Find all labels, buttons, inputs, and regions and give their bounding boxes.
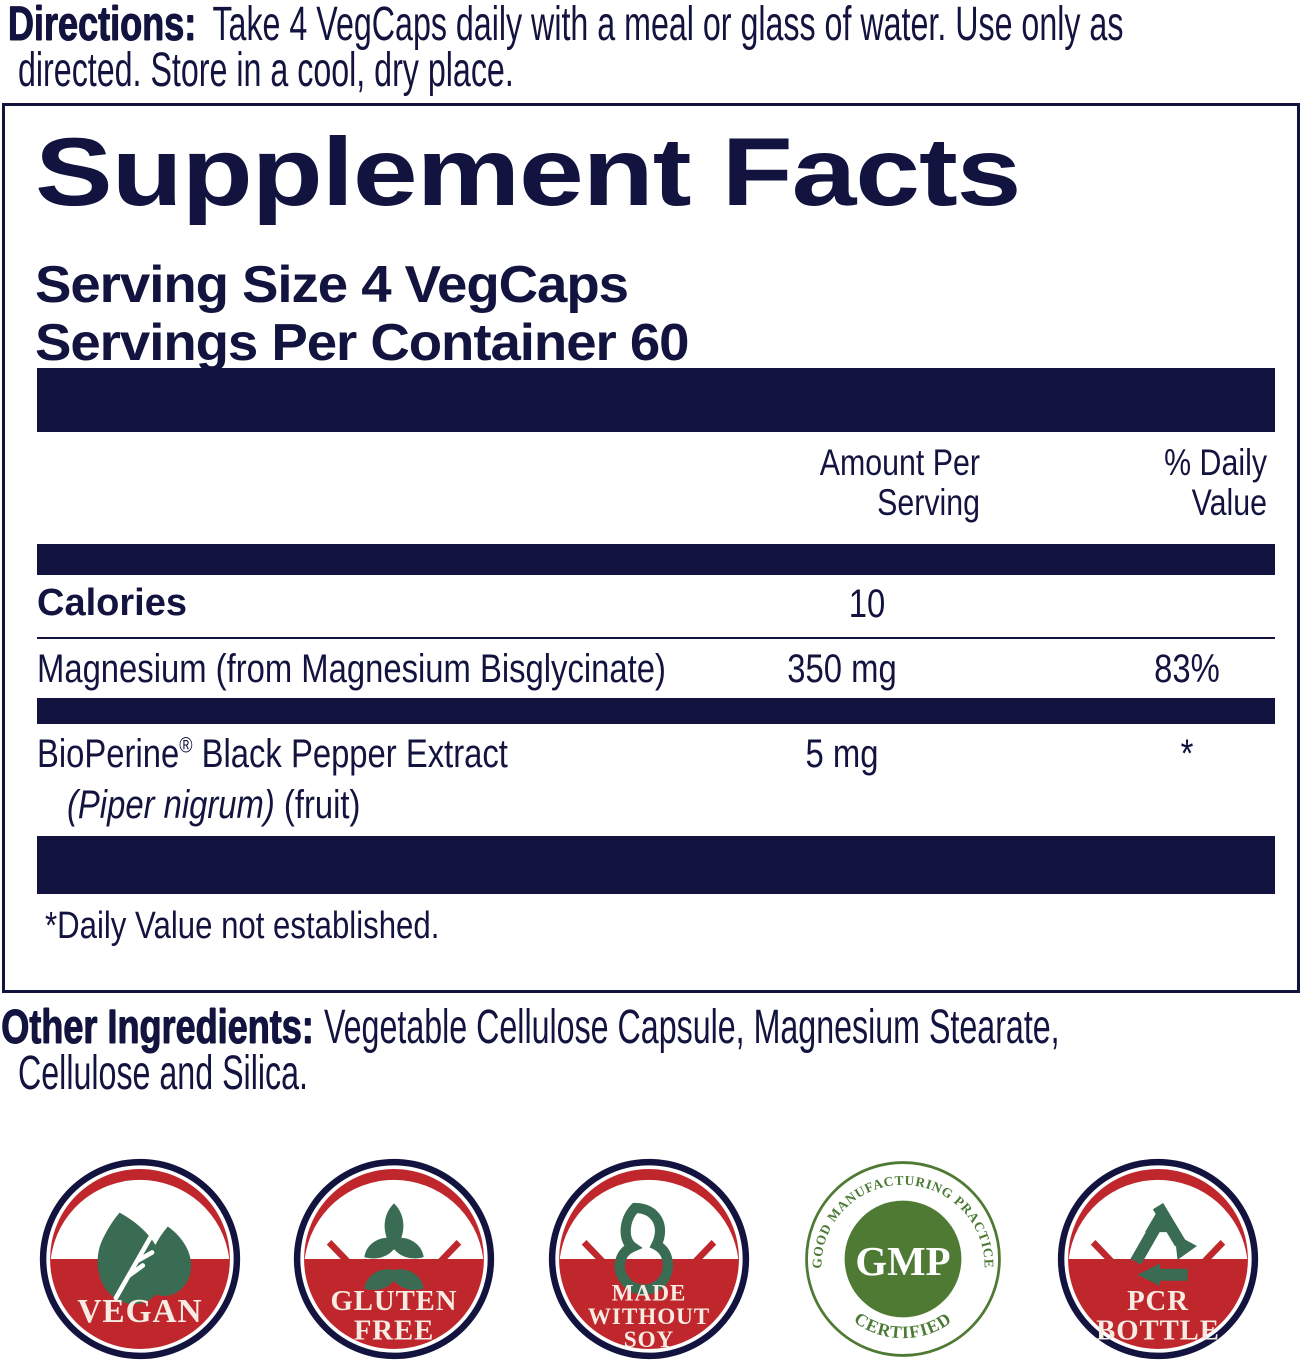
svg-text:GLUTEN: GLUTEN [331,1285,458,1317]
svg-text:BOTTLE: BOTTLE [1096,1315,1220,1347]
svg-text:WITHOUT: WITHOUT [588,1304,710,1330]
svg-text:FREE: FREE [354,1315,434,1347]
svg-text:SOY: SOY [624,1327,674,1353]
svg-text:VEGAN: VEGAN [77,1293,202,1330]
svg-text:GMP: GMP [855,1239,950,1284]
svg-text:PCR: PCR [1127,1285,1189,1317]
svg-text:MADE: MADE [612,1281,687,1307]
